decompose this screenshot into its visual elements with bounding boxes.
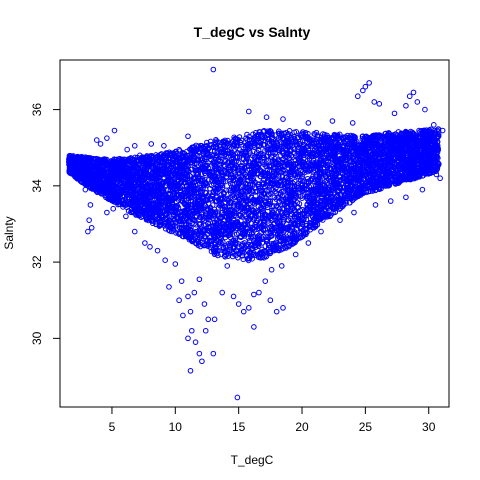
data-point (293, 231, 299, 238)
data-point (192, 167, 199, 173)
data-point (261, 213, 268, 219)
data-point (312, 172, 319, 179)
data-point (219, 184, 226, 191)
data-point (100, 172, 107, 179)
data-point (293, 235, 300, 241)
data-point (278, 224, 285, 231)
data-point (402, 165, 409, 172)
data-point (304, 175, 311, 182)
data-point (120, 201, 127, 207)
data-point (277, 208, 284, 215)
data-point (202, 189, 209, 196)
data-point (262, 141, 268, 148)
data-point (220, 162, 227, 168)
data-point (240, 256, 247, 263)
data-point (304, 194, 310, 200)
data-point (211, 160, 218, 166)
data-point (177, 148, 183, 154)
data-point (285, 224, 292, 230)
data-point (406, 148, 413, 155)
chart-title: T_degC vs Salnty (194, 24, 311, 40)
data-points (66, 66, 446, 401)
data-point (272, 132, 279, 138)
data-point (351, 187, 358, 194)
data-point (293, 129, 300, 135)
data-point (227, 180, 234, 187)
data-point (229, 253, 236, 260)
data-point (299, 195, 305, 201)
data-point (234, 142, 240, 149)
data-point (308, 139, 315, 145)
data-point (398, 163, 404, 169)
data-point (168, 150, 174, 157)
data-point (204, 182, 210, 188)
data-point (248, 169, 255, 176)
data-point (261, 128, 267, 134)
data-point (275, 128, 282, 135)
data-point (273, 196, 279, 202)
data-point (243, 135, 249, 141)
